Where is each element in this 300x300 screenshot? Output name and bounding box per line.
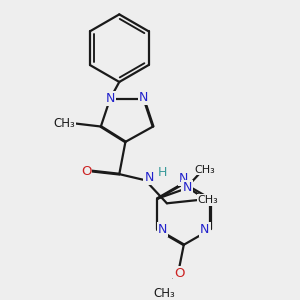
Text: O: O <box>174 267 184 280</box>
Text: H: H <box>158 166 167 179</box>
Text: CH₃: CH₃ <box>197 195 218 205</box>
Text: N: N <box>144 171 154 184</box>
Text: N: N <box>200 223 210 236</box>
Text: CH₃: CH₃ <box>53 117 75 130</box>
Text: N: N <box>139 91 148 104</box>
Text: N: N <box>182 181 192 194</box>
Text: CH₃: CH₃ <box>194 164 215 175</box>
Text: CH₃: CH₃ <box>153 287 175 300</box>
Text: N: N <box>105 92 115 105</box>
Text: N: N <box>158 223 167 236</box>
Text: O: O <box>81 165 91 178</box>
Text: N: N <box>179 172 188 185</box>
